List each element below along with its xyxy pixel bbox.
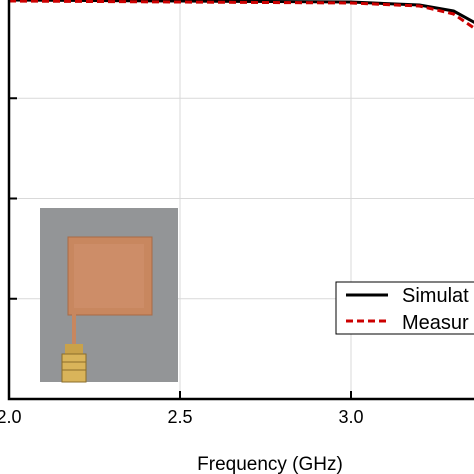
patch-texture (74, 244, 144, 308)
axis-ticks: 2.02.53.03.54.04.5 (0, 97, 364, 427)
sma-connector-body (61, 353, 87, 383)
legend: Simulat Measur (335, 281, 474, 335)
x-axis-title: Frequency (GHz) (197, 454, 343, 474)
copper-patch (67, 236, 153, 316)
x-tick-label: 3.0 (338, 407, 363, 427)
legend-label-measured: Measur (402, 312, 469, 334)
series-line-measured (8, 0, 474, 31)
antenna-photo-inset (40, 208, 178, 383)
sma-connector-base (65, 344, 83, 356)
x-tick-label: 2.5 (167, 407, 192, 427)
legend-box (335, 281, 474, 335)
x-tick-label: 2.0 (0, 407, 22, 427)
legend-label-simulated: Simulat (402, 285, 469, 307)
feed-line (72, 314, 76, 348)
